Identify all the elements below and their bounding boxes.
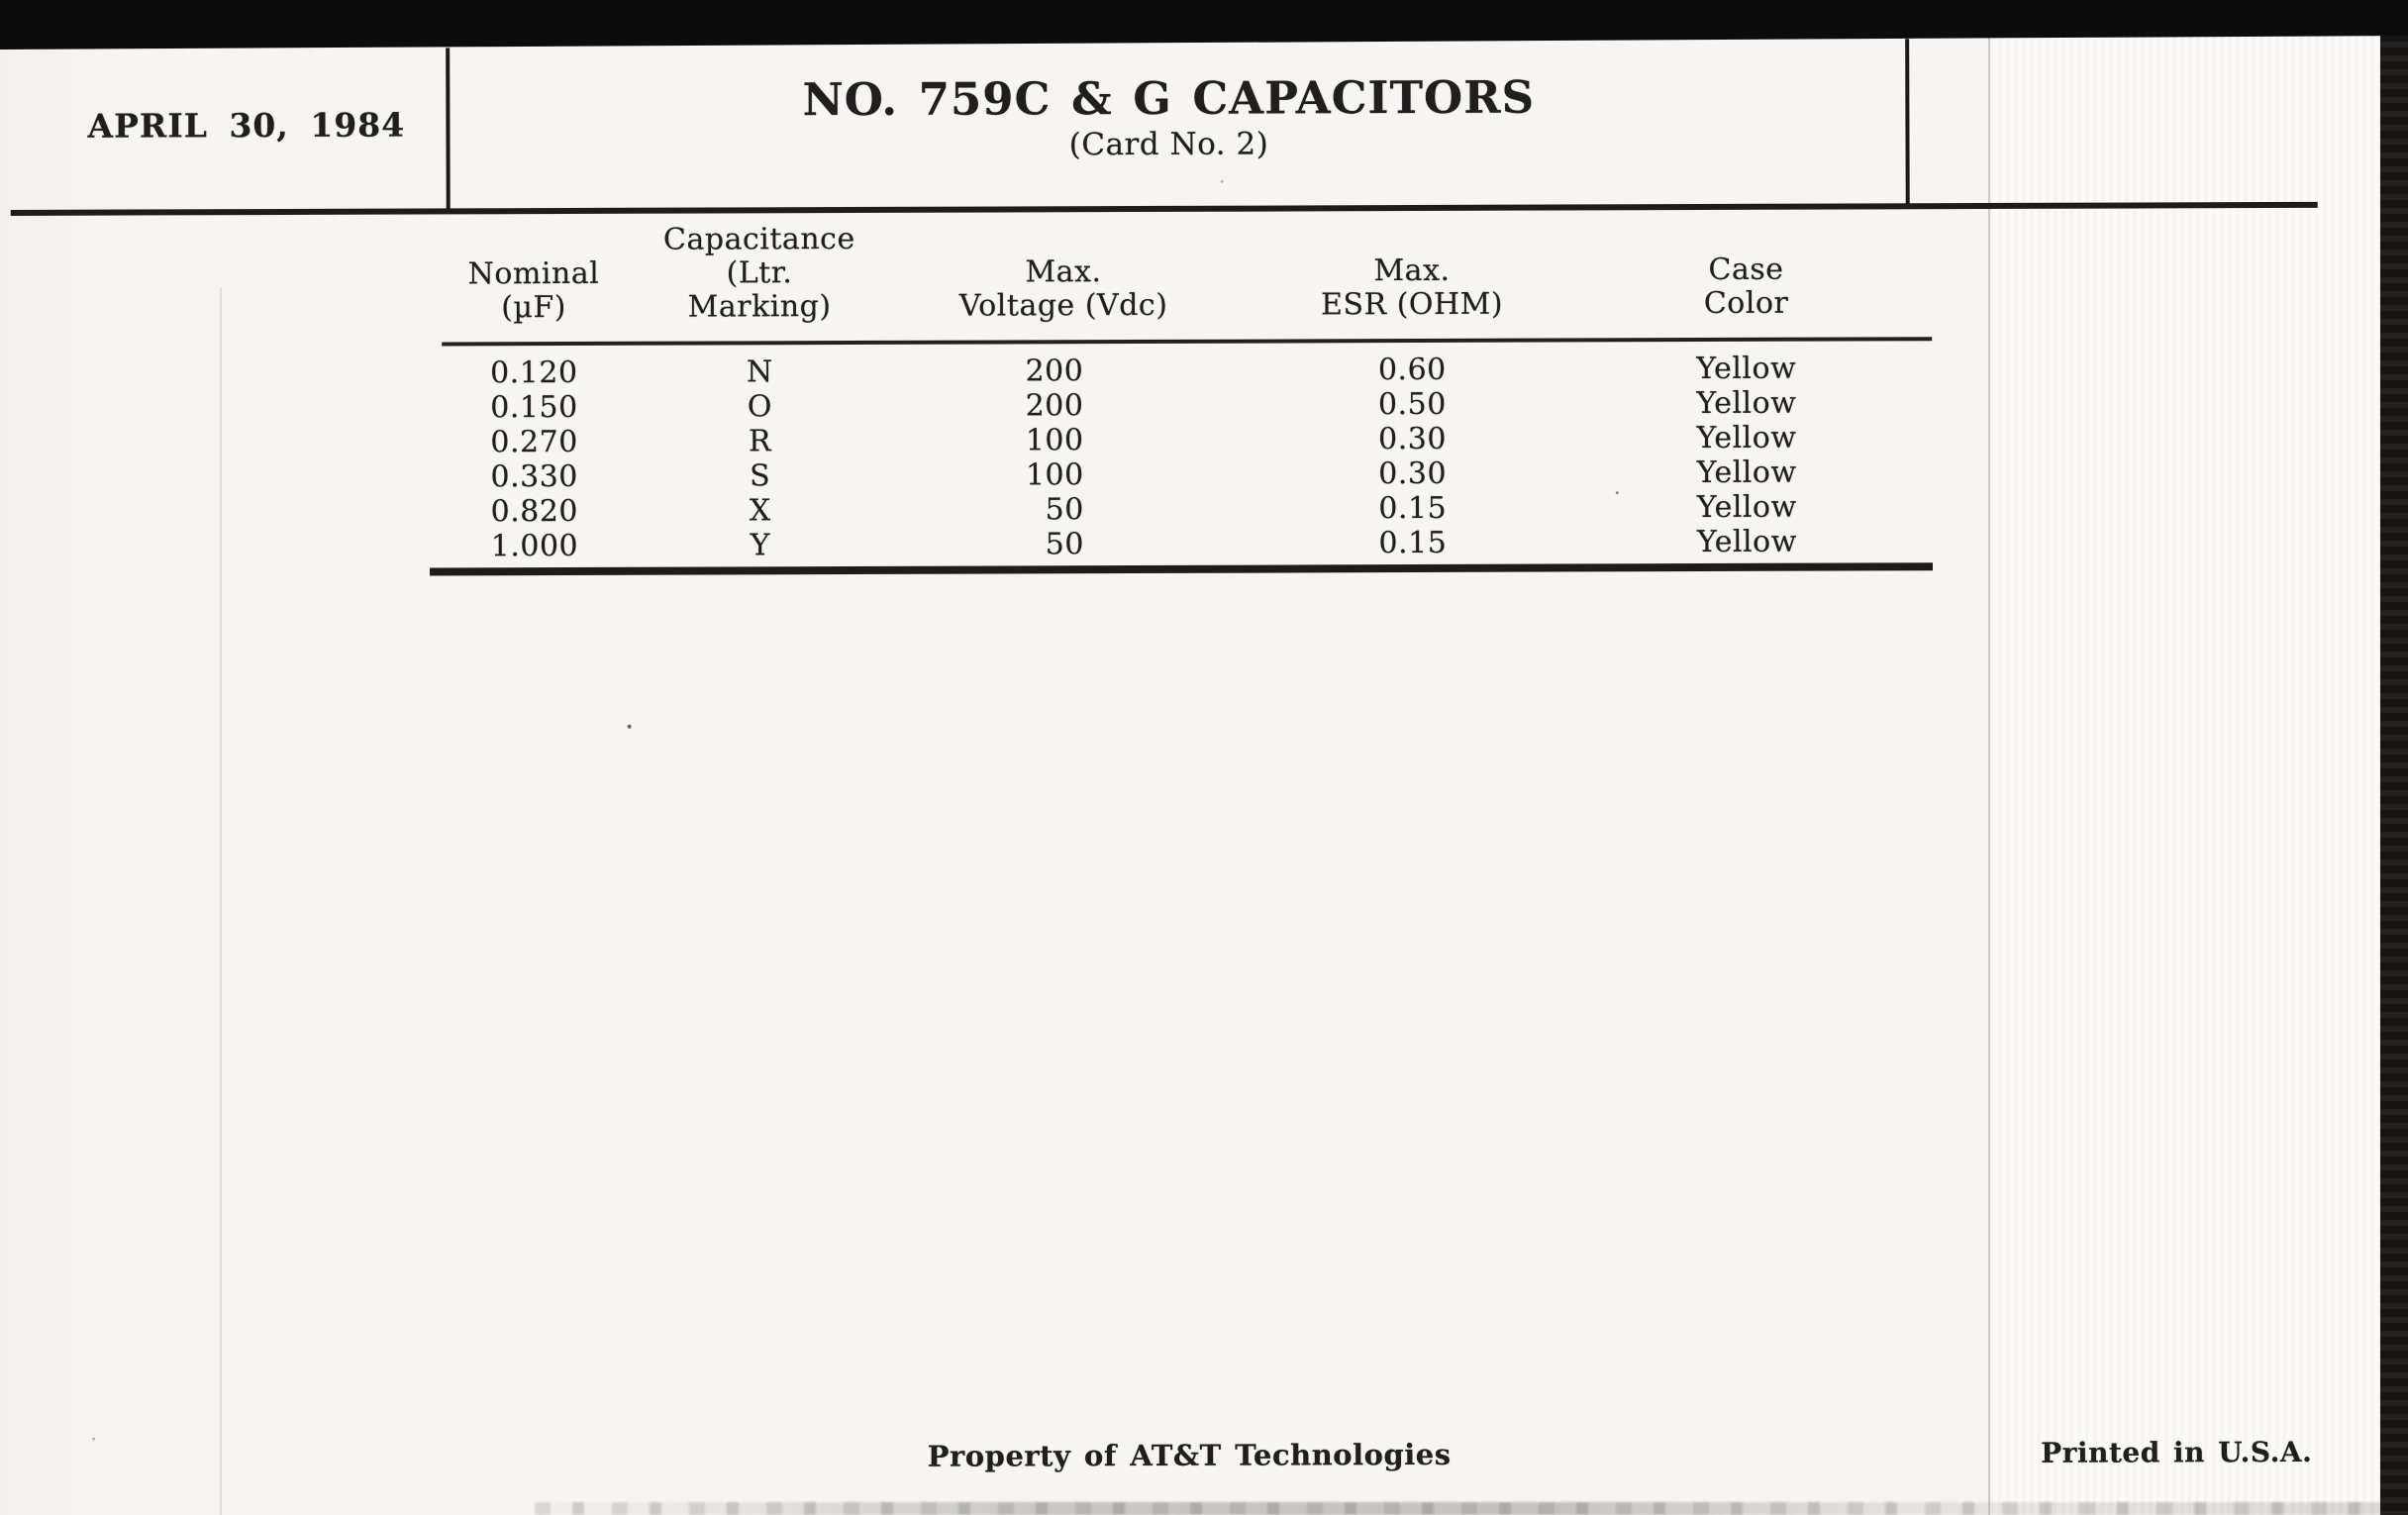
header-separator-right [1905,39,1910,208]
table-cell: 0.15 [1378,525,1448,561]
table-row: 1.000 Y 50 0.15 Yellow [443,524,1933,564]
spec-table-body: 0.120 N 200 0.60 Yellow 0.150 O 200 0.50 Yellow 0.… [442,351,1933,564]
spec-table-header: Nominal (µF) Capacitance (Ltr. Marking) Max. V… [442,217,1932,325]
table-cell: Yellow [1696,351,1797,387]
footer-printed-label: Printed in U.S.A. [2041,1435,2313,1469]
scanner-smudge-bottom [535,1502,2381,1515]
table-cell: 100 [1025,457,1084,493]
header-line: Case [1708,252,1784,287]
table-cell: Y [750,528,771,563]
table-header-cell: Max. ESR (OHM) [1234,253,1590,322]
table-row: 0.120 N 200 0.60 Yellow [442,351,1932,391]
table-cell: 0.820 [490,493,579,530]
card-edge-line [1988,36,1990,1515]
table-cell: 0.30 [1378,421,1448,457]
table-header-cell: Max. Voltage (Vdc) [893,254,1234,324]
table-cell: 0.120 [490,354,578,391]
table-cell: 1.000 [490,528,579,564]
table-cell: 50 [1045,492,1084,528]
header-line: Max. [1025,254,1102,290]
scan-speck [1220,179,1224,183]
table-cell: O [747,389,773,425]
table-cell: 0.30 [1378,455,1448,492]
table-cell: Yellow [1696,489,1797,526]
card-crease-line [220,287,222,1515]
scanner-edge-right [2380,0,2408,1515]
table-cell: 50 [1045,527,1084,562]
footer-property-label: Property of AT&T Technologies [927,1437,1452,1473]
table-cell: 0.330 [490,458,578,495]
header-line: Max. [1373,252,1451,289]
header-line: Color [1703,285,1789,321]
table-cell: 0.50 [1377,386,1447,423]
table-header-cell: Nominal (µF) [442,255,626,326]
table-cell: 200 [1025,354,1084,389]
table-cell: S [750,458,771,494]
page-subtitle: (Card No. 2) [1068,126,1269,163]
table-cell: 0.60 [1377,352,1447,388]
table-cell: 0.15 [1378,490,1448,527]
table-row: 0.270 R 100 0.30 Yellow [443,420,1933,460]
card-right-margin [1990,0,2381,1515]
header-rule [10,201,2318,216]
table-row: 0.330 S 100 0.30 Yellow [443,454,1933,495]
page-title: NO. 759C & G CAPACITORS [802,70,1536,127]
title-block: NO. 759C & G CAPACITORS (Card No. 2) [439,70,1898,165]
spec-table: Nominal (µF) Capacitance (Ltr. Marking) Max. V… [430,217,1934,576]
table-cell: 100 [1025,423,1084,458]
header-line: (Ltr. [726,255,793,291]
table-cell: Yellow [1696,420,1797,456]
table-cell: 0.150 [490,389,578,426]
header-line: ESR (OHM) [1321,286,1504,323]
header-line: Nominal [467,255,600,292]
header-line: (µF) [501,290,567,326]
table-cell: 0.270 [490,424,578,460]
table-cell: X [749,493,771,529]
scan-speck [92,1437,96,1441]
table-cell: Yellow [1696,454,1797,491]
date-label: APRIL 30, 1984 [87,105,406,146]
header-line: Voltage (Vdc) [958,287,1168,324]
table-cell: Yellow [1696,385,1797,422]
table-cell: N [746,354,773,390]
table-row: 0.150 O 200 0.50 Yellow [442,385,1932,426]
table-bottom-rule [430,562,1934,576]
table-header-rule [442,337,1933,347]
table-row: 0.820 X 50 0.15 Yellow [443,489,1933,530]
table-header-cell: Case Color [1590,252,1932,321]
table-cell: 200 [1025,388,1084,424]
header-line: Marking) [687,289,832,325]
header-line: Capacitance [662,221,855,257]
table-header-cell: Capacitance (Ltr. Marking) [626,221,893,325]
scan-speck [1615,491,1619,495]
table-cell: Yellow [1696,524,1797,560]
table-cell: R [748,424,772,459]
scan-speck [627,724,632,729]
